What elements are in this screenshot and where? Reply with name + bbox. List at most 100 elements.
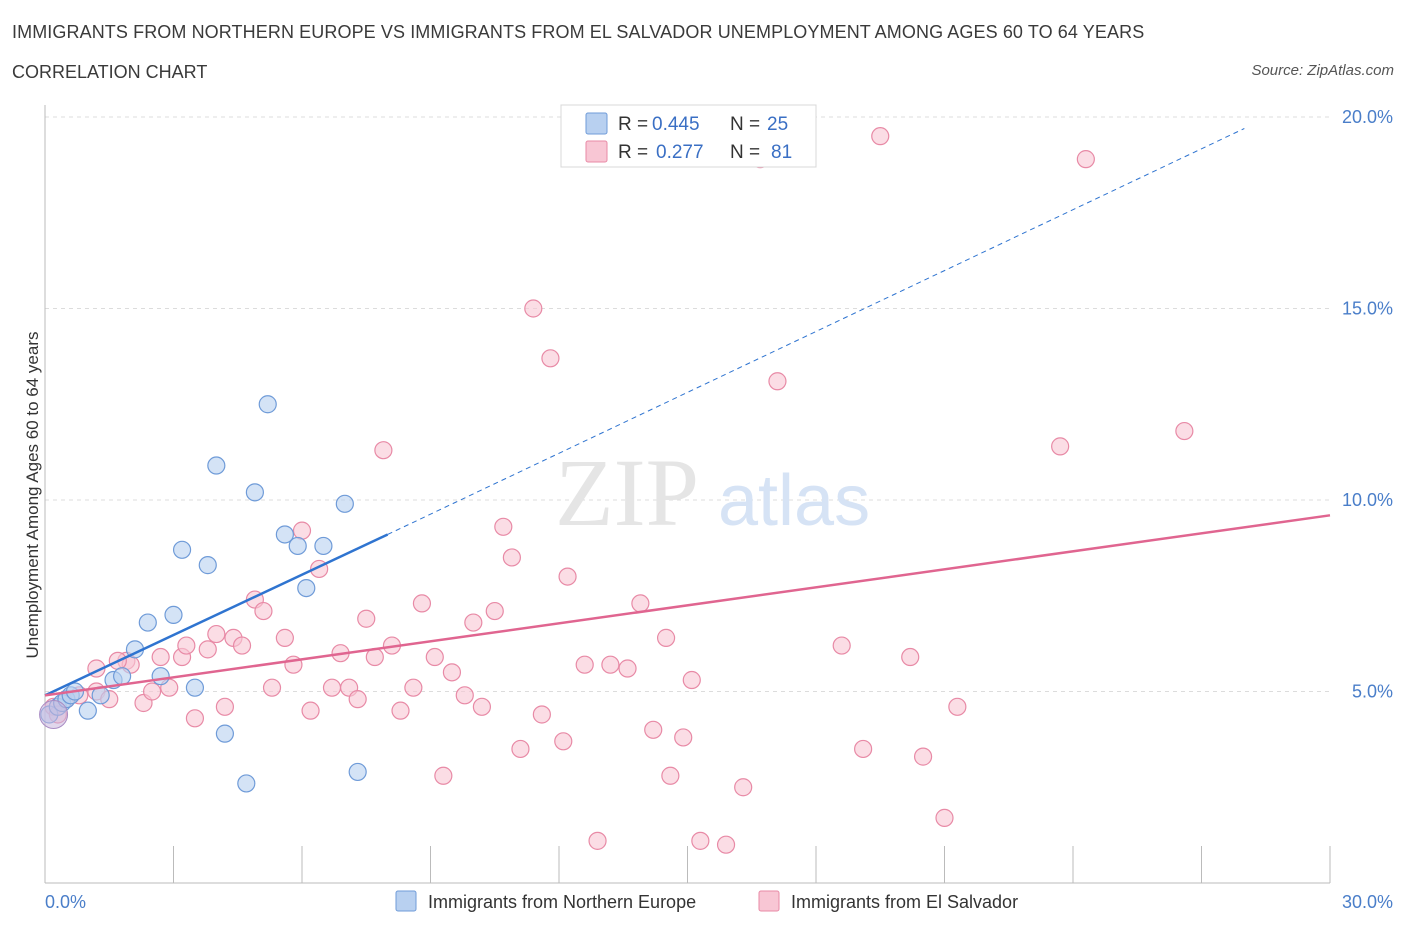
x-tick-label-min: 0.0%: [45, 892, 86, 912]
point-el-salvador-52: [554, 732, 573, 751]
point-el-salvador-13: [177, 636, 196, 655]
point-el-salvador-59: [644, 720, 663, 739]
point-el-salvador-56: [601, 655, 620, 674]
point-el-salvador-73: [913, 747, 933, 766]
point-el-salvador-77: [1076, 150, 1095, 169]
point-northern-europe-24: [314, 536, 333, 556]
legend-r-label-1: R =: [618, 114, 648, 135]
point-el-salvador-23: [275, 628, 294, 647]
watermark-zip: ZIP: [555, 439, 699, 546]
point-el-salvador-46: [494, 517, 513, 536]
point-el-salvador-71: [871, 127, 890, 146]
point-el-salvador-45: [485, 601, 504, 621]
point-el-salvador-57: [618, 659, 637, 678]
point-el-salvador-62: [674, 728, 693, 747]
point-el-salvador-28: [322, 678, 342, 697]
point-northern-europe-25: [335, 494, 354, 513]
point-el-salvador-25: [292, 521, 312, 540]
point-el-salvador-68: [768, 372, 787, 391]
series-legend-swatch-blue: [395, 890, 417, 912]
y-tick-label-0: 5.0%: [1352, 682, 1393, 702]
x-tick-labels: 0.0% 30.0%: [45, 892, 1393, 912]
point-el-salvador-53: [558, 567, 577, 586]
legend-n-label-2: N =: [730, 142, 760, 163]
point-northern-europe-15: [185, 678, 205, 697]
point-el-salvador-66: [734, 778, 753, 797]
point-el-salvador-21: [254, 601, 273, 621]
point-el-salvador-78: [1175, 421, 1194, 441]
legend-r-label-2: R =: [618, 142, 648, 163]
series-legend-swatch-pink: [758, 890, 780, 912]
point-el-salvador-60: [656, 628, 676, 647]
series-northern-europe: [39, 395, 367, 793]
trend-lines: [44, 128, 1331, 697]
point-el-salvador-19: [232, 636, 252, 655]
point-el-salvador-31: [348, 690, 367, 709]
point-el-salvador-72: [901, 647, 920, 667]
point-el-salvador-37: [404, 678, 423, 697]
y-tick-label-2: 15.0%: [1342, 299, 1393, 319]
point-el-salvador-48: [511, 739, 530, 759]
point-el-salvador-74: [935, 808, 954, 827]
point-el-salvador-76: [1051, 437, 1070, 456]
point-northern-europe-6: [78, 701, 97, 720]
point-el-salvador-15: [198, 640, 217, 659]
point-el-salvador-70: [854, 739, 873, 759]
point-el-salvador-40: [434, 766, 453, 785]
series-legend: Immigrants from Northern Europe Immigran…: [395, 890, 1018, 912]
point-el-salvador-61: [661, 766, 680, 785]
point-el-salvador-17: [215, 697, 234, 716]
point-northern-europe-14: [172, 540, 192, 559]
point-el-salvador-41: [442, 663, 462, 682]
trend-line-el-salvador: [44, 514, 1331, 697]
point-el-salvador-38: [412, 594, 432, 613]
point-el-salvador-58: [631, 594, 650, 613]
legend-n-label-1: N =: [730, 114, 760, 135]
legend-swatch-pink: [585, 140, 608, 163]
chart-title: IMMIGRANTS FROM NORTHERN EUROPE VS IMMIG…: [12, 22, 1145, 42]
x-tick-label-max: 30.0%: [1342, 892, 1393, 912]
legend-swatch-blue: [585, 112, 608, 135]
watermark: ZIP atlas: [555, 439, 870, 546]
point-el-salvador-26: [301, 701, 320, 720]
trend-line-northern-europe-extension: [387, 128, 1245, 535]
point-northern-europe-18: [215, 724, 234, 743]
point-el-salvador-32: [357, 609, 376, 628]
series-legend-label-pink: Immigrants from El Salvador: [791, 892, 1018, 912]
point-el-salvador-63: [682, 670, 701, 690]
point-el-salvador-44: [472, 697, 491, 716]
point-northern-europe-22: [288, 536, 307, 556]
watermark-atlas: atlas: [718, 461, 870, 541]
point-northern-europe-16: [198, 556, 217, 575]
y-axis-title: Unemployment Among Ages 60 to 64 years: [23, 332, 42, 659]
point-northern-europe-11: [138, 613, 157, 632]
point-el-salvador-54: [575, 655, 594, 674]
point-el-salvador-10: [151, 647, 170, 667]
y-tick-label-1: 10.0%: [1342, 490, 1393, 510]
point-el-salvador-43: [464, 613, 483, 632]
point-el-salvador-22: [262, 678, 282, 697]
point-el-salvador-51: [541, 349, 560, 368]
point-el-salvador-47: [502, 548, 521, 567]
point-el-salvador-49: [524, 299, 543, 318]
legend-r-value-2: 0.277: [656, 142, 704, 163]
point-northern-europe-9: [112, 667, 132, 686]
source-credit: Source: ZipAtlas.com: [1251, 62, 1394, 79]
axes: [44, 105, 1331, 884]
point-cluster-origin: [39, 699, 69, 729]
legend-n-value-2: 81: [771, 142, 792, 163]
point-el-salvador-34: [374, 441, 393, 460]
point-el-salvador-9: [142, 682, 162, 701]
legend-r-value-1: 0.445: [652, 114, 700, 135]
point-el-salvador-39: [425, 647, 444, 667]
point-el-salvador-36: [391, 701, 410, 720]
point-el-salvador-42: [455, 686, 474, 705]
legend-n-value-1: 25: [767, 114, 788, 135]
point-el-salvador-69: [832, 636, 851, 655]
point-el-salvador-65: [716, 835, 736, 854]
point-el-salvador-75: [948, 697, 967, 716]
point-northern-europe-17: [207, 456, 226, 475]
point-northern-europe-26: [348, 762, 367, 782]
trend-line-northern-europe: [44, 533, 389, 697]
